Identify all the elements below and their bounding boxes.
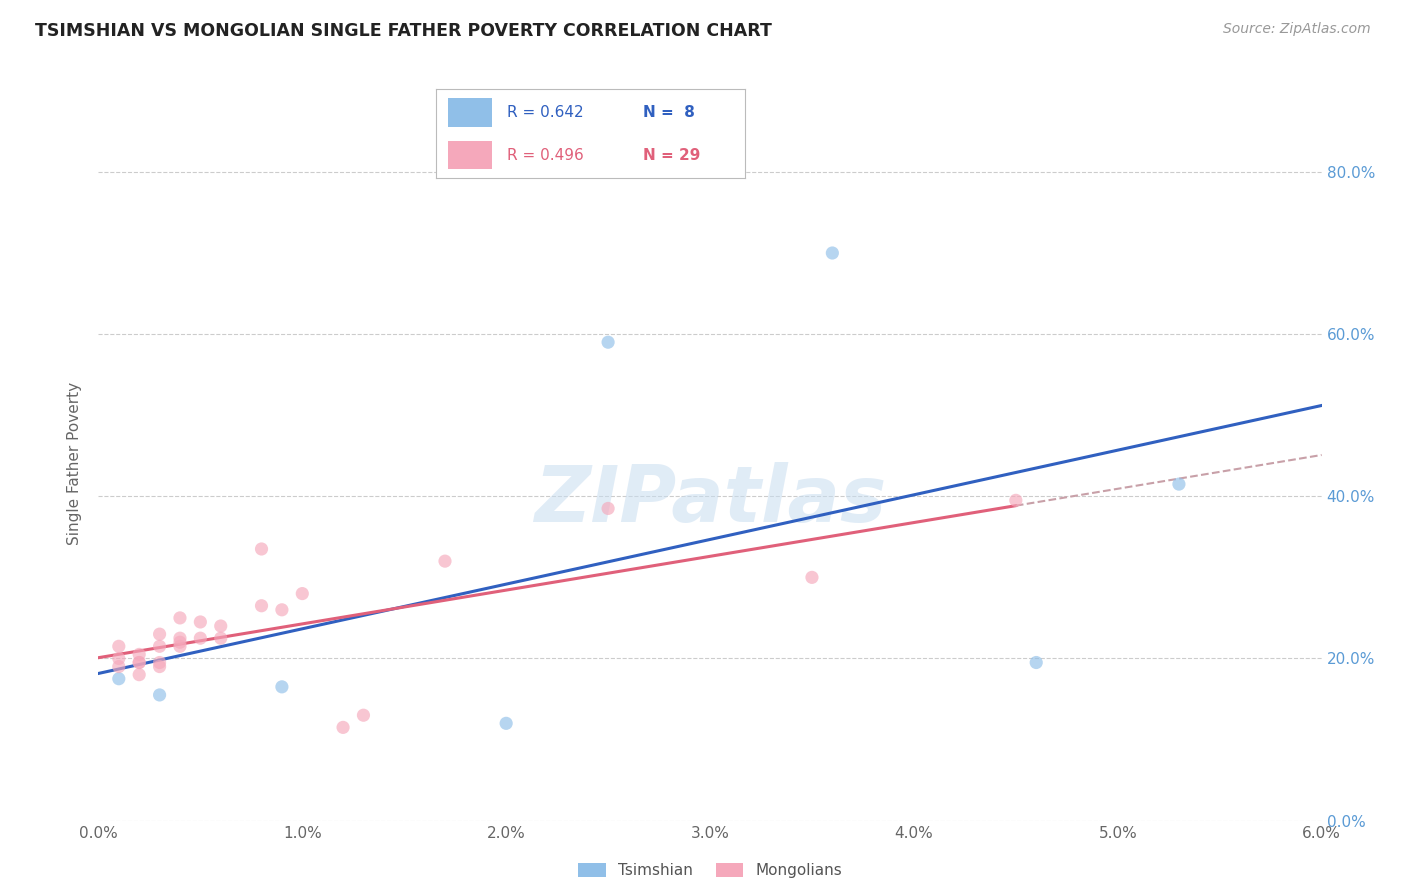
Point <box>1004 493 1026 508</box>
Point <box>433 554 456 568</box>
Legend: Tsimshian, Mongolians: Tsimshian, Mongolians <box>572 857 848 884</box>
Text: R = 0.496: R = 0.496 <box>508 148 583 162</box>
Text: R = 0.642: R = 0.642 <box>508 105 583 120</box>
Point <box>169 631 191 645</box>
Point <box>332 720 354 734</box>
Point <box>495 716 517 731</box>
Point <box>108 651 131 665</box>
FancyBboxPatch shape <box>449 141 492 169</box>
Point <box>108 659 131 673</box>
Point <box>250 541 273 556</box>
Point <box>598 501 620 516</box>
Point <box>291 586 314 600</box>
Point <box>169 611 191 625</box>
Point <box>128 656 150 670</box>
Point <box>598 335 620 350</box>
Text: TSIMSHIAN VS MONGOLIAN SINGLE FATHER POVERTY CORRELATION CHART: TSIMSHIAN VS MONGOLIAN SINGLE FATHER POV… <box>35 22 772 40</box>
Point <box>209 631 232 645</box>
Point <box>149 640 172 654</box>
Point <box>821 246 844 260</box>
Point <box>188 615 212 629</box>
Point <box>270 680 292 694</box>
Text: Source: ZipAtlas.com: Source: ZipAtlas.com <box>1223 22 1371 37</box>
Point <box>1025 656 1047 670</box>
Text: ZIPatlas: ZIPatlas <box>534 461 886 538</box>
Point <box>149 656 172 670</box>
Point <box>352 708 374 723</box>
Point <box>209 619 232 633</box>
Point <box>149 627 172 641</box>
Point <box>108 672 131 686</box>
Point <box>250 599 273 613</box>
Text: N = 29: N = 29 <box>643 148 700 162</box>
Point <box>149 659 172 673</box>
Point <box>128 667 150 681</box>
Point <box>128 656 150 670</box>
Point <box>108 640 131 654</box>
Point <box>169 640 191 654</box>
Text: N =  8: N = 8 <box>643 105 695 120</box>
FancyBboxPatch shape <box>449 98 492 127</box>
Point <box>169 635 191 649</box>
Point <box>270 603 292 617</box>
Point <box>801 570 824 584</box>
Y-axis label: Single Father Poverty: Single Father Poverty <box>67 383 83 545</box>
Point <box>188 631 212 645</box>
Point <box>1167 477 1189 491</box>
Point <box>128 648 150 662</box>
Point <box>149 688 172 702</box>
